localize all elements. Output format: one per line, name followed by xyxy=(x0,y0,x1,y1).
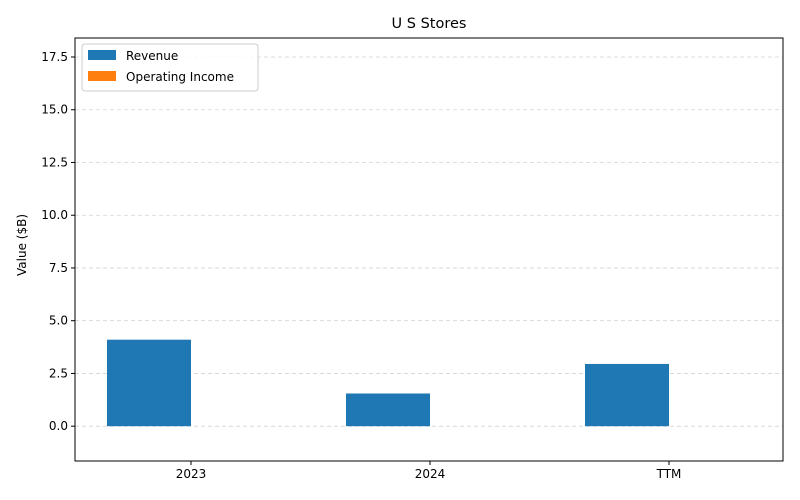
x-axis-ticks: 2023 2024 TTM xyxy=(176,461,682,481)
legend-box xyxy=(81,43,259,92)
chart-title: U S Stores xyxy=(392,16,467,32)
y-tick-label: 5.0 xyxy=(49,314,68,328)
legend-label: Operating Income xyxy=(126,70,234,84)
bar-revenue xyxy=(346,393,430,427)
x-tick-label: TTM xyxy=(656,467,682,481)
y-tick-label: 7.5 xyxy=(49,261,68,275)
y-tick-label: 12.5 xyxy=(41,155,68,169)
legend-swatch xyxy=(88,50,116,60)
legend-label: Revenue xyxy=(126,49,178,63)
y-tick-label: 17.5 xyxy=(41,50,68,64)
x-tick-label: 2023 xyxy=(176,467,207,481)
bar-revenue xyxy=(585,363,669,427)
bar-revenue xyxy=(107,339,191,427)
legend: Revenue Operating Income xyxy=(81,43,259,92)
plot-frame xyxy=(74,37,784,462)
x-tick-label: 2024 xyxy=(415,467,446,481)
bars-layer xyxy=(107,339,669,427)
legend-swatch xyxy=(88,71,116,81)
y-tick-label: 15.0 xyxy=(41,103,68,117)
y-axis-ticks: 0.0 2.5 5.0 7.5 10.0 12.5 15.0 17.5 xyxy=(41,50,75,433)
y-tick-label: 0.0 xyxy=(49,419,68,433)
y-tick-label: 2.5 xyxy=(49,366,68,380)
y-axis-label: Value ($B) xyxy=(15,214,29,276)
y-tick-label: 10.0 xyxy=(41,208,68,222)
